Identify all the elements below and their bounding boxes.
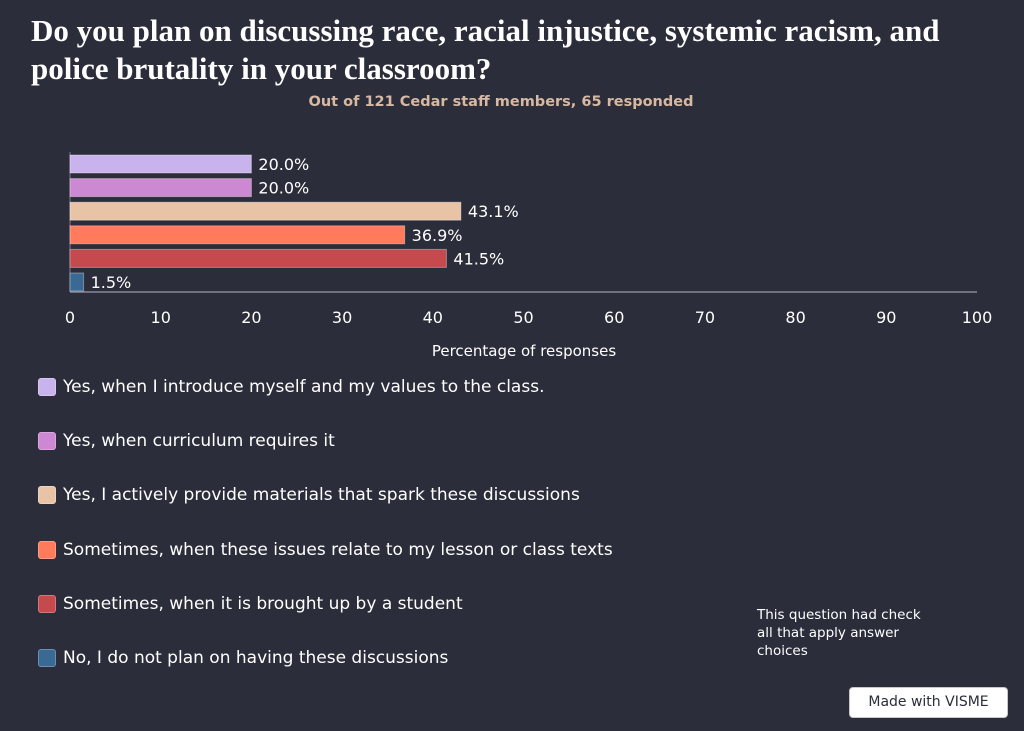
x-axis-title: Percentage of responses <box>431 342 617 360</box>
bar-chart: 20.0% 20.0% 43.1% 36.9% 41.5% 1.5% 0 10 20 30 40 50… <box>65 152 993 327</box>
legend-swatch-5 <box>38 594 56 613</box>
x-tick-label-20: 20 <box>241 308 261 327</box>
bar-value-label-3: 43.1% <box>468 202 519 221</box>
legend-swatch-4 <box>38 540 56 559</box>
x-tick-label-30: 30 <box>332 308 352 327</box>
chart-title: Do you plan on discussing race, racial i… <box>31 13 940 86</box>
legend-label-1: Yes, when I introduce myself and my valu… <box>63 377 545 397</box>
bar-value-label-6: 1.5% <box>91 273 132 292</box>
legend-swatch-2 <box>38 432 56 451</box>
bar-5 <box>69 248 447 268</box>
bar-2 <box>69 178 252 198</box>
bar-3 <box>69 201 462 221</box>
x-tick-label-0: 0 <box>65 308 75 327</box>
bar-4 <box>69 225 406 245</box>
bar-value-label-2: 20.0% <box>258 179 309 198</box>
bar-value-label-1: 20.0% <box>258 155 309 174</box>
bar-value-label-5: 41.5% <box>453 249 504 268</box>
bar-6 <box>69 272 85 292</box>
x-tick-label-90: 90 <box>876 308 896 327</box>
bar-1 <box>69 154 252 174</box>
legend-label-2: Yes, when curriculum requires it <box>63 431 335 452</box>
chart-subtitle: Out of 121 Cedar staff members, 65 respo… <box>308 94 694 110</box>
legend-label-4: Sometimes, when these issues relate to m… <box>63 539 613 560</box>
x-tick-label-100: 100 <box>962 308 993 327</box>
x-tick-label-10: 10 <box>151 308 171 327</box>
legend-label-3: Yes, I actively provide materials that s… <box>63 485 580 506</box>
legend-label-6: No, I do not plan on having these discus… <box>63 648 449 668</box>
x-tick-label-40: 40 <box>423 308 443 327</box>
legend-swatch-3 <box>38 486 56 505</box>
x-tick-label-50: 50 <box>513 308 533 327</box>
legend-label-5: Sometimes, when it is brought up by a st… <box>63 593 463 614</box>
x-tick-label-70: 70 <box>695 308 715 327</box>
legend-swatch-1 <box>38 378 56 396</box>
note-text: This question had check all that apply a… <box>757 607 921 659</box>
bar-value-label-4: 36.9% <box>412 226 463 245</box>
made-with-visme-badge[interactable]: Made with VISME <box>849 687 1008 718</box>
x-tick-label-60: 60 <box>604 308 624 327</box>
legend-swatch-6 <box>38 649 56 667</box>
x-tick-label-80: 80 <box>785 308 805 327</box>
